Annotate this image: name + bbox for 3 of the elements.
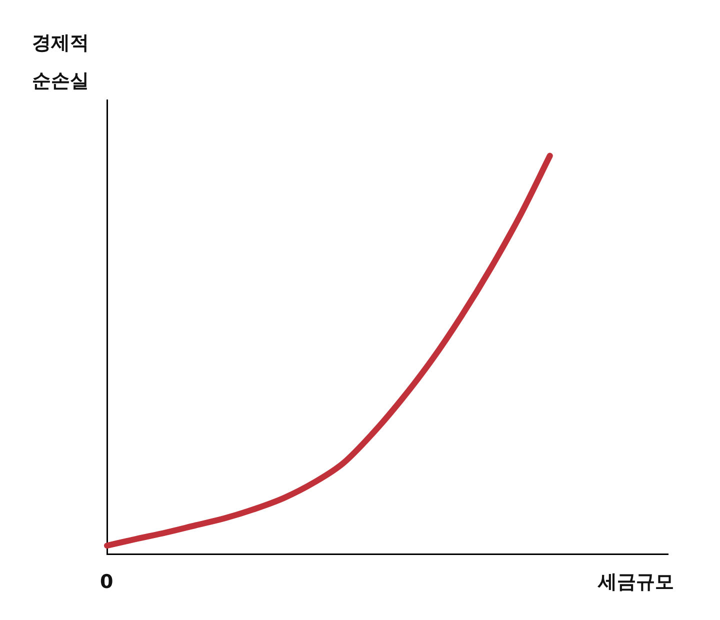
x-axis-title: 세금규모 [598, 570, 674, 595]
y-axis-title: 경제적 순손실 [32, 31, 89, 94]
text: 0 [100, 570, 114, 595]
